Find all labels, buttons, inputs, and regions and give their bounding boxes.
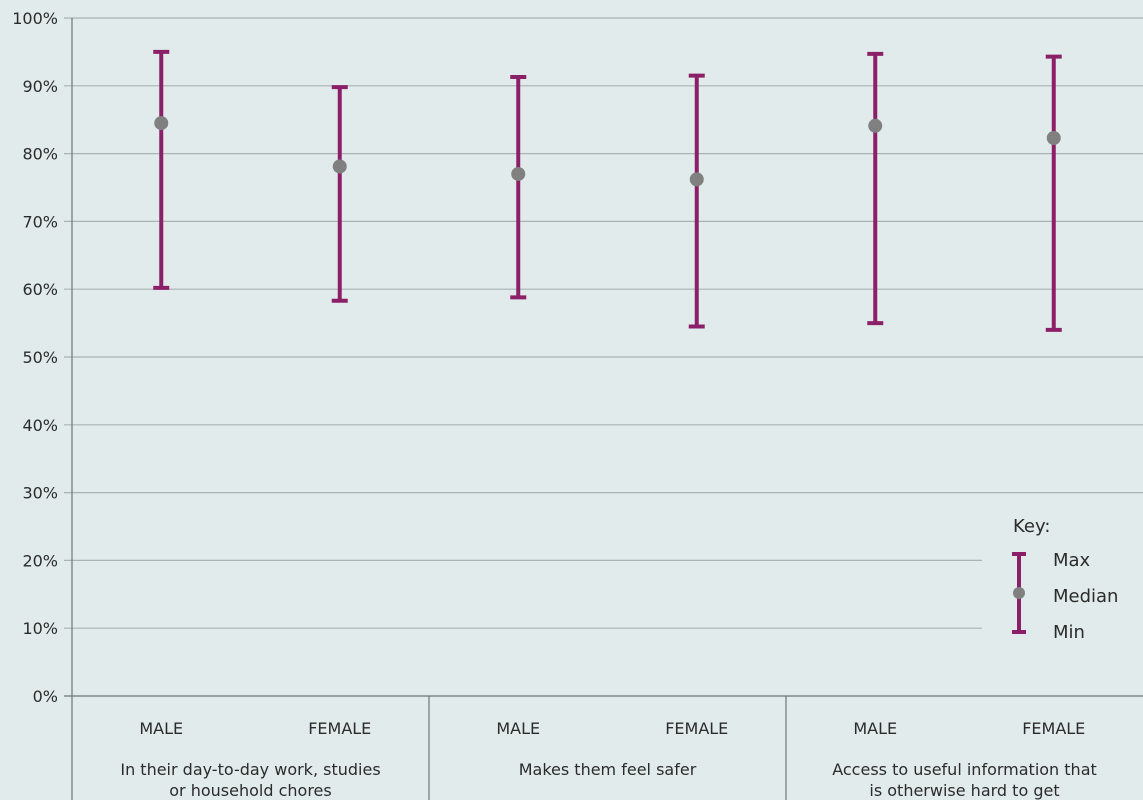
median-dot xyxy=(332,159,347,174)
y-tick-label: 30% xyxy=(22,484,58,503)
y-axis-tick-labels: 0% 10% 20% 30% 40% 50% 60% 70% 80% 90% 100% xyxy=(12,9,58,706)
category-label: MALE xyxy=(139,719,183,738)
group-label: is otherwise hard to get xyxy=(869,781,1059,800)
category-label: MALE xyxy=(853,719,897,738)
y-tick-label: 20% xyxy=(22,551,58,570)
y-tick-label: 70% xyxy=(22,212,58,231)
group-label: or household chores xyxy=(169,781,331,800)
legend-min-label: Min xyxy=(1053,622,1085,643)
category-label: MALE xyxy=(496,719,540,738)
legend-median-label: Median xyxy=(1053,586,1118,607)
y-tick-label: 60% xyxy=(22,280,58,299)
median-dot xyxy=(154,116,169,131)
median-dot xyxy=(868,118,883,133)
category-label: FEMALE xyxy=(665,719,728,738)
category-label: FEMALE xyxy=(1022,719,1085,738)
y-tick-label: 10% xyxy=(22,619,58,638)
y-tick-label: 0% xyxy=(33,687,58,706)
gridlines xyxy=(64,17,1143,629)
group-labels: In their day-to-day work, studies or hous… xyxy=(120,760,1096,800)
category-label: FEMALE xyxy=(308,719,371,738)
y-tick-label: 100% xyxy=(12,9,58,28)
y-tick-label: 40% xyxy=(22,416,58,435)
median-dot xyxy=(689,172,704,187)
group-label: Makes them feel safer xyxy=(519,760,697,779)
legend: Key: Max Median Min xyxy=(1012,516,1118,643)
group-label: Access to useful information that xyxy=(832,760,1097,779)
category-labels: MALE FEMALE MALE FEMALE MALE FEMALE xyxy=(139,719,1085,738)
y-tick-label: 90% xyxy=(22,77,58,96)
group-label: In their day-to-day work, studies xyxy=(120,760,380,779)
error-bars xyxy=(153,49,1062,332)
median-dot xyxy=(511,166,526,181)
legend-title: Key: xyxy=(1013,516,1050,537)
y-tick-label: 80% xyxy=(22,145,58,164)
axes xyxy=(64,18,1143,800)
median-dot xyxy=(1046,131,1061,146)
legend-max-label: Max xyxy=(1053,550,1091,571)
y-tick-label: 50% xyxy=(22,348,58,367)
legend-median-dot xyxy=(1013,587,1025,599)
